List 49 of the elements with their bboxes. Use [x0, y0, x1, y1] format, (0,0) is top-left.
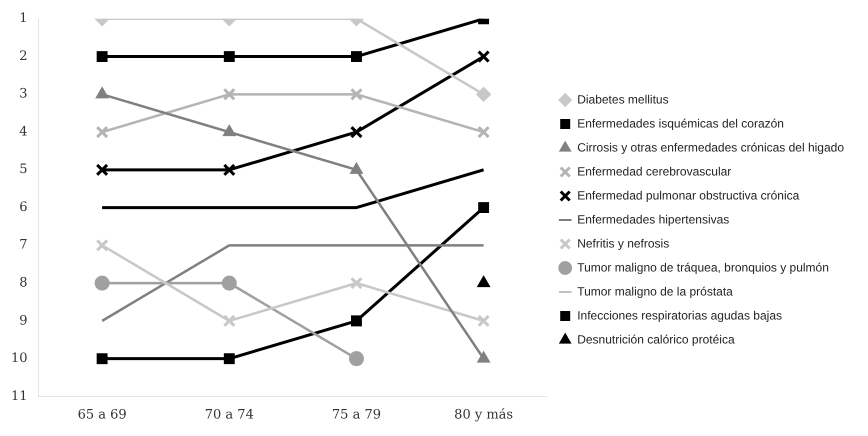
point	[96, 126, 109, 139]
legend-label: Enfermedades hipertensivas	[577, 212, 730, 226]
point	[96, 163, 109, 176]
point	[351, 51, 362, 62]
legend-label: Infecciones respiratorias agudas bajas	[577, 308, 782, 322]
y-tick-label: 4	[19, 124, 28, 140]
point	[222, 314, 236, 328]
point	[477, 126, 490, 139]
y-tick-label: 6	[19, 200, 28, 215]
point	[476, 86, 492, 102]
point	[350, 88, 363, 101]
y-tick-label: 11	[10, 388, 28, 404]
legend-label: Diabetes mellitus	[577, 92, 669, 106]
x-tick-label: 75 a 79	[332, 408, 382, 423]
point	[96, 238, 109, 252]
x-tick-label: 65 a 69	[78, 408, 127, 423]
point	[94, 276, 110, 291]
x-tick-label: 70 a 74	[204, 408, 254, 423]
legend-label: Tumor maligno de la próstata	[577, 284, 734, 298]
y-tick-label: 8	[19, 275, 28, 290]
x-tick-label: 80 y más	[454, 408, 514, 423]
point	[477, 50, 490, 64]
legend-label: Desnutrición calórico protéica	[577, 332, 735, 346]
legend-label: Nefritis y nefrosis	[577, 236, 670, 250]
point	[350, 126, 363, 139]
point	[478, 202, 490, 214]
point	[350, 276, 363, 290]
legend-label: Enfermedad pulmonar obstructiva crónica	[577, 188, 800, 202]
point	[477, 314, 490, 328]
point	[222, 276, 237, 291]
point	[222, 88, 236, 101]
point	[348, 351, 364, 366]
point	[222, 163, 236, 176]
y-tick-label: 5	[19, 162, 28, 178]
legend-label: Enfermedad cerebrovascular	[577, 164, 732, 178]
y-tick-label: 10	[10, 351, 28, 366]
point	[351, 315, 362, 326]
point	[96, 51, 108, 62]
y-tick-label: 2	[19, 48, 28, 64]
point	[224, 51, 235, 62]
legend-label: Enfermedades isquémicas del corazón	[577, 116, 784, 130]
legend-label: Tumor maligno de tráquea, bronquios y pulmón	[577, 260, 829, 274]
y-tick-label: 7	[19, 238, 28, 253]
point	[96, 353, 108, 364]
y-tick-label: 1	[19, 11, 28, 26]
point	[224, 353, 235, 364]
y-tick-label: 9	[19, 313, 28, 328]
legend-label: Cirrosis y otras enfermedades crónicas del higado	[577, 140, 844, 154]
y-tick-label: 3	[19, 86, 28, 102]
